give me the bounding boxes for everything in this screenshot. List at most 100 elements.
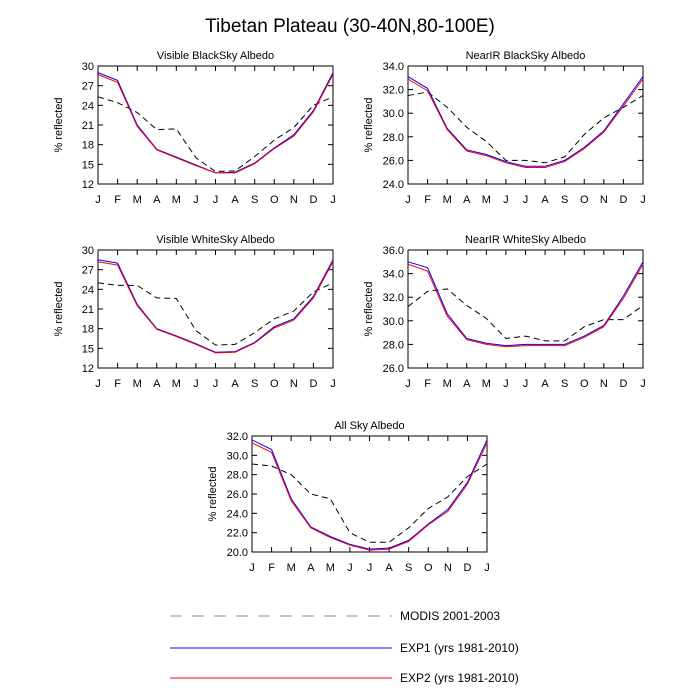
x-tick-label: F — [268, 562, 275, 574]
x-tick-label: O — [580, 378, 589, 390]
x-tick-label: F — [114, 378, 121, 390]
x-tick-label: N — [600, 378, 608, 390]
x-tick-label: S — [405, 562, 412, 574]
y-tick-label: 15 — [82, 343, 94, 355]
x-tick-label: A — [541, 378, 549, 390]
x-tick-label: M — [443, 194, 452, 206]
y-tick-label: 32.0 — [383, 85, 404, 97]
series-line-exp2 — [97, 74, 334, 174]
x-tick-label: J — [367, 562, 373, 574]
chart-panel-5: All Sky Albedo % reflected 20.0 22.0 24.0 26.… — [207, 420, 490, 574]
x-tick-label: A — [463, 194, 471, 206]
legend-label: EXP1 (yrs 1981-2010) — [400, 641, 519, 655]
y-tick-label: 26.0 — [227, 489, 248, 501]
legend-item-1: MODIS 2001-2003 — [170, 609, 500, 623]
plot-frame — [251, 435, 488, 553]
x-tick-label: A — [153, 194, 161, 206]
x-tick-label: A — [541, 194, 549, 206]
x-tick-label: F — [424, 194, 431, 206]
x-tick-label: F — [424, 378, 431, 390]
series-line-exp1 — [407, 261, 644, 347]
x-tick-label: A — [231, 378, 239, 390]
y-tick-label: 32.0 — [383, 292, 404, 304]
y-axis-label: % reflected — [53, 97, 65, 152]
y-tick-label: 21 — [82, 120, 94, 132]
series-line-exp1 — [97, 259, 334, 353]
legend-label: MODIS 2001-2003 — [400, 609, 500, 623]
chart-panel-1: Visible BlackSky Albedo % reflected 12 15 18… — [53, 50, 336, 206]
x-tick-label: D — [619, 194, 627, 206]
series-line-modis — [407, 91, 644, 164]
plot-frame — [97, 65, 334, 185]
x-tick-label: O — [270, 378, 279, 390]
y-tick-label: 27 — [82, 265, 94, 277]
x-tick-label: J — [95, 378, 101, 390]
x-tick-label: J — [213, 378, 219, 390]
x-tick-label: J — [330, 378, 336, 390]
x-tick-label: M — [482, 378, 491, 390]
x-tick-label: N — [290, 378, 298, 390]
x-tick-label: J — [503, 378, 509, 390]
legend-item-2: EXP1 (yrs 1981-2010) — [170, 641, 519, 655]
y-tick-label: 21 — [82, 304, 94, 316]
x-tick-label: M — [172, 378, 181, 390]
x-tick-label: N — [600, 194, 608, 206]
y-tick-label: 30 — [82, 245, 94, 257]
y-tick-label: 28.0 — [383, 132, 404, 144]
y-tick-label: 20.0 — [227, 547, 248, 559]
x-tick-label: J — [405, 378, 411, 390]
x-tick-label: A — [463, 378, 471, 390]
x-tick-label: A — [231, 194, 239, 206]
series-line-exp2 — [407, 263, 644, 348]
panel-title: NearIR BlackSky Albedo — [466, 50, 586, 62]
legend-item-3: EXP2 (yrs 1981-2010) — [170, 671, 519, 685]
panel-title: Visible BlackSky Albedo — [157, 50, 274, 62]
x-tick-label: J — [95, 194, 101, 206]
plot-frame — [407, 249, 644, 369]
x-tick-label: O — [270, 194, 279, 206]
y-tick-label: 12 — [82, 363, 94, 375]
y-tick-label: 12 — [82, 179, 94, 191]
series-line-exp1 — [407, 76, 644, 167]
y-tick-label: 36.0 — [383, 245, 404, 257]
legend: MODIS 2001-2003 EXP1 (yrs 1981-2010) EXP2 … — [170, 609, 519, 685]
panel-title: NearIR WhiteSky Albedo — [465, 234, 586, 246]
y-tick-label: 27 — [82, 81, 94, 93]
x-tick-label: M — [133, 378, 142, 390]
x-tick-label: J — [193, 378, 199, 390]
x-tick-label: O — [580, 194, 589, 206]
x-tick-label: J — [640, 194, 646, 206]
x-tick-label: J — [503, 194, 509, 206]
x-tick-label: M — [326, 562, 335, 574]
x-tick-label: J — [405, 194, 411, 206]
panel-title: All Sky Albedo — [334, 420, 404, 432]
x-tick-label: M — [172, 194, 181, 206]
x-tick-label: F — [114, 194, 121, 206]
x-tick-label: S — [251, 194, 258, 206]
x-tick-label: M — [133, 194, 142, 206]
x-tick-label: A — [153, 378, 161, 390]
chart-panel-3: Visible WhiteSky Albedo % reflected 12 15 18… — [53, 234, 336, 390]
figure-title: Tibetan Plateau (30-40N,80-100E) — [205, 16, 495, 37]
series-line-modis — [251, 463, 488, 543]
x-tick-label: M — [287, 562, 296, 574]
y-axis-label: % reflected — [363, 97, 375, 152]
x-tick-label: D — [309, 194, 317, 206]
y-tick-label: 24 — [82, 100, 94, 112]
x-tick-label: D — [309, 378, 317, 390]
y-tick-label: 30.0 — [227, 450, 248, 462]
series-line-exp1 — [251, 439, 488, 550]
x-tick-label: J — [523, 194, 529, 206]
series-line-exp2 — [251, 442, 488, 551]
chart-panel-4: NearIR WhiteSky Albedo % reflected 26.0 28.… — [363, 234, 646, 390]
x-tick-label: D — [463, 562, 471, 574]
x-tick-label: N — [444, 562, 452, 574]
x-tick-label: S — [561, 194, 568, 206]
series-line-exp2 — [97, 261, 334, 354]
x-tick-label: J — [213, 194, 219, 206]
x-tick-label: N — [290, 194, 298, 206]
x-tick-label: J — [330, 194, 336, 206]
x-tick-label: J — [347, 562, 353, 574]
x-tick-label: A — [307, 562, 315, 574]
